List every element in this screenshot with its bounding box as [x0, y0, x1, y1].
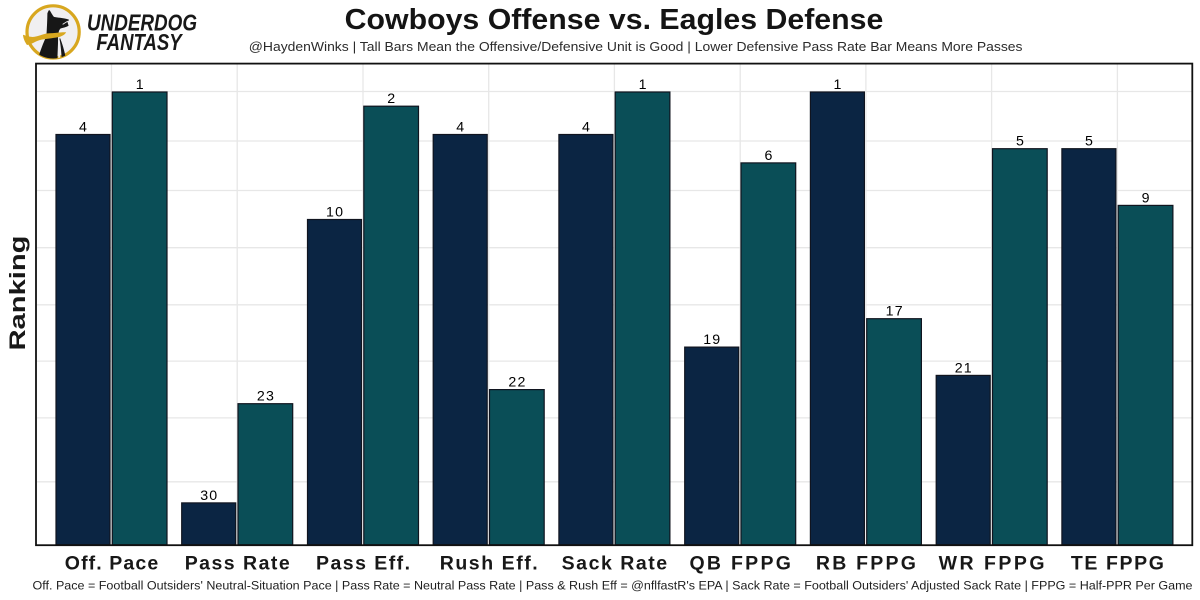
svg-text:UNDERDOG: UNDERDOG [87, 9, 197, 35]
svg-text:@HaydenWinks | Tall Bars Mean: @HaydenWinks | Tall Bars Mean the Offens… [249, 39, 1023, 54]
svg-text:QB FPPG: QB FPPG [689, 553, 791, 575]
svg-text:Cowboys Offense vs. Eagles Def: Cowboys Offense vs. Eagles Defense [345, 4, 884, 36]
svg-text:Off. Pace = Football Outsiders: Off. Pace = Football Outsiders' Neutral-… [33, 578, 1193, 592]
svg-text:9: 9 [1142, 190, 1150, 206]
svg-text:10: 10 [326, 205, 343, 221]
svg-text:4: 4 [456, 120, 464, 136]
svg-text:1: 1 [833, 77, 841, 93]
svg-text:6: 6 [764, 148, 772, 164]
svg-text:FANTASY: FANTASY [96, 29, 183, 55]
svg-text:WR FPPG: WR FPPG [939, 553, 1045, 575]
svg-text:30: 30 [200, 488, 217, 504]
svg-text:Off. Pace: Off. Pace [65, 553, 159, 575]
svg-text:23: 23 [257, 389, 274, 405]
svg-text:17: 17 [886, 304, 903, 320]
svg-text:Pass Rate: Pass Rate [185, 553, 290, 575]
svg-text:Rush Eff.: Rush Eff. [440, 553, 538, 575]
svg-text:4: 4 [582, 120, 590, 136]
svg-text:TE FPPG: TE FPPG [1071, 553, 1164, 575]
svg-text:1: 1 [639, 77, 647, 93]
svg-text:19: 19 [703, 332, 720, 348]
svg-text:22: 22 [508, 375, 525, 391]
svg-text:4: 4 [79, 120, 87, 136]
svg-text:1: 1 [136, 77, 144, 93]
svg-text:Ranking: Ranking [5, 236, 30, 351]
svg-text:Pass Eff.: Pass Eff. [316, 553, 410, 575]
svg-text:5: 5 [1016, 134, 1024, 150]
svg-text:RB FPPG: RB FPPG [816, 553, 916, 575]
svg-text:5: 5 [1085, 134, 1093, 150]
svg-text:21: 21 [955, 360, 972, 376]
svg-text:Sack Rate: Sack Rate [562, 553, 668, 575]
svg-text:2: 2 [387, 91, 395, 107]
